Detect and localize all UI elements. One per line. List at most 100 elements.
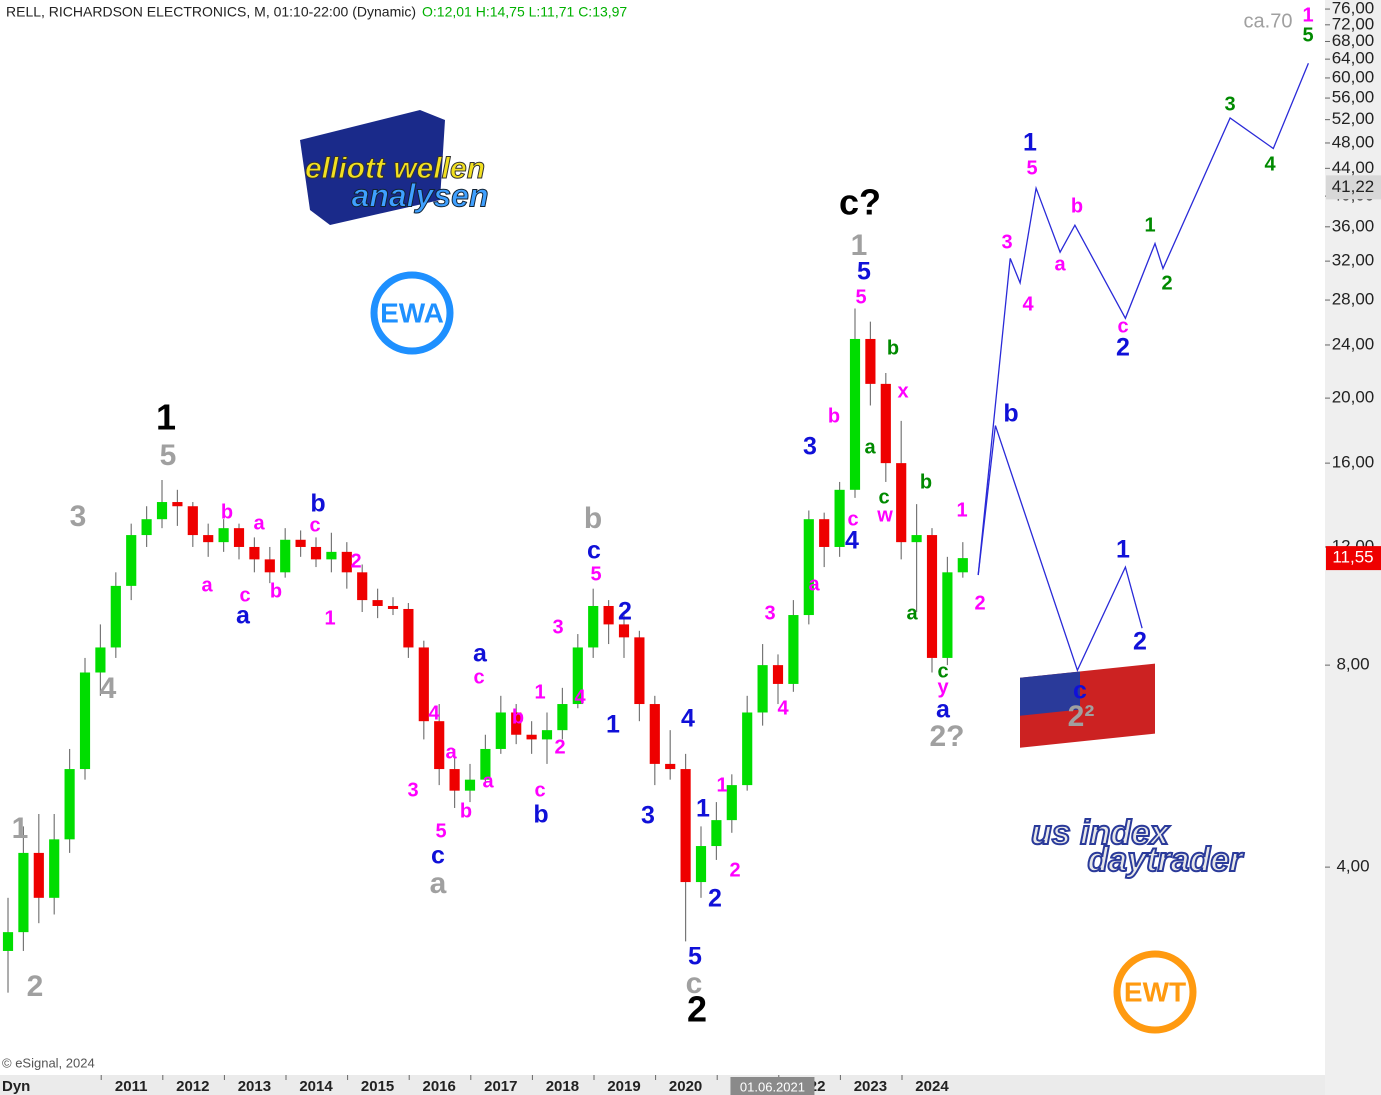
- candle-body: [541, 730, 553, 740]
- wave-label: b: [533, 801, 548, 829]
- wave-label: a: [201, 574, 213, 596]
- wave-label: c?: [839, 182, 881, 223]
- candle-body: [326, 551, 337, 560]
- wave-label: 1: [12, 812, 29, 845]
- wave-label: 1: [1116, 536, 1130, 564]
- y-tick-label: 20,00: [1332, 388, 1375, 407]
- wave-label: a: [808, 573, 820, 595]
- x-tick-label: 2013: [238, 1078, 271, 1095]
- y-tick-label: 28,00: [1332, 290, 1375, 309]
- x-tick-label: 2014: [299, 1078, 333, 1095]
- wave-label: 1: [956, 499, 967, 521]
- candle-body: [911, 535, 922, 543]
- candle-body: [649, 704, 660, 764]
- candle-body: [64, 769, 75, 840]
- copyright: © eSignal, 2024: [2, 1055, 95, 1070]
- cursor-box: [730, 1077, 815, 1095]
- candle-body: [233, 528, 245, 547]
- candle-body: [280, 539, 291, 573]
- y-tick-label: 60,00: [1332, 67, 1375, 86]
- wave-label: c: [473, 666, 484, 688]
- wave-label: 3: [803, 433, 817, 461]
- wave-label: c: [878, 486, 889, 508]
- candle-body: [372, 600, 383, 606]
- candle-body: [33, 852, 44, 898]
- wave-label: 4: [845, 527, 859, 555]
- candle-body: [2, 932, 14, 951]
- wave-label: w: [876, 504, 893, 526]
- candle-body: [49, 839, 60, 898]
- candle-body: [341, 551, 352, 573]
- x-axis-band: [0, 1075, 1325, 1095]
- y-tick-label: 76,00: [1332, 0, 1375, 18]
- x-tick-label: 2015: [361, 1078, 394, 1095]
- wave-label: 1: [1023, 129, 1037, 157]
- candle-body: [295, 539, 306, 547]
- price-label-box: [1326, 546, 1381, 571]
- wave-label: a: [936, 696, 951, 724]
- candle-body: [187, 506, 198, 536]
- wave-label: 4: [681, 705, 695, 733]
- candle-body: [618, 624, 630, 638]
- x-tick-label: 2018: [546, 1078, 579, 1095]
- wave-label: 1: [851, 229, 868, 262]
- chart-title: RELL, RICHARDSON ELECTRONICS, M, 01:10-2…: [6, 4, 416, 20]
- wave-label: 3: [552, 616, 563, 638]
- x-tick-label: 2016: [423, 1078, 456, 1095]
- candle-body: [865, 338, 876, 384]
- wave-label: y: [937, 676, 949, 698]
- x-tick-label: 2020: [669, 1078, 702, 1095]
- wave-label: a: [482, 770, 494, 792]
- wave-label: b: [584, 502, 602, 535]
- logo-text: daytrader: [1088, 841, 1245, 879]
- wave-label: 1: [324, 607, 335, 629]
- wave-label: c: [587, 537, 601, 565]
- candle-body: [788, 615, 799, 684]
- projection-line: [977, 63, 1310, 576]
- candle-body: [849, 338, 861, 490]
- wave-label: 3: [70, 500, 87, 533]
- candle-body: [495, 712, 506, 749]
- wave-label: 5: [1302, 24, 1313, 46]
- badge-text: EWA: [380, 297, 444, 328]
- wave-label: c: [937, 660, 948, 682]
- wave-label: c: [1117, 315, 1128, 337]
- candle-body: [695, 846, 707, 883]
- candle-body: [310, 546, 322, 560]
- wave-label: 1: [606, 711, 620, 739]
- candle-body: [880, 383, 891, 464]
- wave-label: a: [236, 602, 251, 630]
- candle-body: [418, 647, 429, 722]
- candle-body: [95, 647, 106, 673]
- logo-text: elliott wellen: [305, 152, 485, 185]
- candle-body: [711, 820, 722, 847]
- y-tick-label: 8,00: [1336, 655, 1369, 674]
- candle-body: [757, 665, 768, 713]
- wave-label: x: [897, 380, 908, 402]
- y-tick-label: 52,00: [1332, 109, 1375, 128]
- wave-label: a: [473, 640, 488, 668]
- wave-label: b: [920, 471, 932, 493]
- wave-label: b: [1071, 195, 1083, 217]
- wave-label: b: [270, 580, 282, 602]
- logos: elliott wellen analysen EWA us index day…: [300, 110, 1245, 1034]
- wave-label: a: [445, 741, 457, 763]
- x-tick-label: 2011: [115, 1078, 148, 1095]
- wave-label: 2: [687, 989, 707, 1030]
- y-tick-label: 68,00: [1332, 31, 1375, 50]
- ohlc-readout: O:12,01 H:14,75 L:11,71 C:13,97: [422, 4, 627, 20]
- x-tick-label: 2024: [915, 1078, 949, 1095]
- wave-label: 2²: [1068, 700, 1095, 733]
- price-label: 41,22: [1332, 177, 1375, 196]
- wave-label: 1: [534, 681, 545, 703]
- x-tick-label: 2023: [854, 1078, 887, 1095]
- wave-label: c: [309, 514, 320, 536]
- wave-label: 5: [590, 563, 601, 585]
- candle-body: [79, 672, 91, 770]
- candle-body: [834, 489, 845, 547]
- wave-label: 2?: [929, 720, 964, 753]
- wave-label: 4: [574, 686, 586, 708]
- wave-label: b: [512, 706, 524, 728]
- x-tick-label: 2019: [607, 1078, 640, 1095]
- candle-body: [464, 779, 476, 791]
